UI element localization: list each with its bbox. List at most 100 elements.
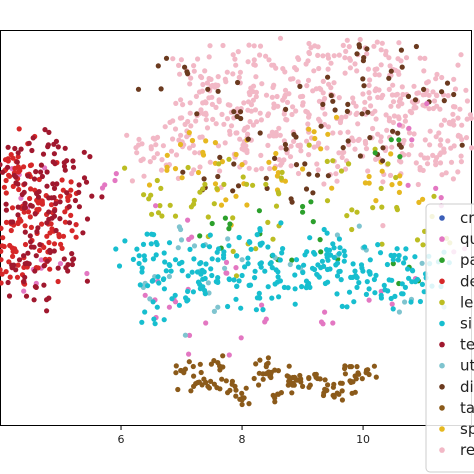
point-si-10	[390, 257, 396, 263]
point-si-5-3	[258, 260, 264, 266]
point-te-6-1	[87, 154, 93, 160]
point-re-6-12	[376, 72, 382, 78]
point-te-14-5	[32, 268, 38, 274]
point-re-30	[251, 43, 257, 49]
point-re-10	[439, 74, 445, 81]
point-re-28-8	[413, 160, 419, 166]
point-di-4-8	[356, 44, 363, 50]
point-di-2-7	[291, 131, 297, 138]
point-pa-4-0	[310, 219, 316, 225]
legend-marker-sp	[439, 426, 445, 432]
point-re-22-2	[193, 118, 199, 124]
point-re-22-9	[170, 136, 176, 142]
point-re-8-0	[383, 48, 389, 54]
point-re-2-11	[236, 74, 242, 80]
point-re-25-12	[297, 144, 303, 150]
point-si-12-8	[137, 282, 143, 288]
point-le-8-0	[158, 185, 164, 191]
point-si-18-6	[292, 301, 298, 307]
legend-label-le: le	[460, 293, 473, 311]
point-sp-6-1	[223, 197, 229, 203]
point-de-10-10	[39, 199, 45, 205]
point-de-8-4	[60, 233, 67, 239]
point-re-37-2	[411, 83, 417, 89]
point-te-0-2	[26, 140, 32, 146]
point-ta-17-0	[347, 378, 353, 384]
point-te-6-4	[70, 164, 77, 170]
point-te-13-2	[38, 169, 44, 175]
point-re-1-9	[195, 56, 201, 62]
point-re-23-2	[168, 148, 175, 154]
point-ta-1-1	[201, 376, 207, 382]
point-ta-2-3	[211, 381, 217, 387]
point-le-1-3	[191, 197, 197, 203]
point-te-9-5	[84, 216, 91, 222]
point-re-28-1	[439, 172, 445, 178]
point-si-12-3	[149, 278, 155, 284]
point-de-11-1	[6, 259, 12, 265]
point-re-29-7	[308, 45, 314, 51]
point-re-37-8	[368, 103, 374, 109]
point-si-17-5	[197, 286, 203, 292]
point-ut-5-2	[419, 260, 425, 266]
point-ta-16-6	[268, 369, 274, 375]
point-ta-1-5	[219, 376, 225, 382]
point-te-0	[15, 150, 21, 156]
point-te-8-1	[51, 151, 58, 157]
point-re-31-10	[417, 55, 423, 61]
point-re-25-10	[291, 138, 297, 144]
point-re-20-3	[406, 152, 412, 158]
point-ta-17-6	[347, 364, 353, 370]
point-si-24-2	[113, 246, 119, 252]
point-te-13-5	[46, 195, 52, 201]
point-ta-17-4	[342, 363, 348, 369]
point-si-0-8	[151, 232, 157, 238]
point-te-8-3	[62, 167, 68, 173]
point-re-28-9	[418, 152, 424, 158]
point-di-2-0	[297, 83, 303, 89]
point-si-13-6	[200, 276, 206, 282]
point-si-22-7	[324, 252, 330, 258]
point-re-30-0	[235, 49, 241, 55]
point-de-3-2	[22, 241, 29, 248]
point-qu-9-2	[320, 321, 326, 327]
point-sp-7-4	[366, 180, 372, 186]
point-di-1-0	[231, 109, 237, 115]
point-te-5-3	[22, 274, 28, 280]
point-re-32-10	[467, 112, 473, 118]
point-re-3-10	[282, 69, 288, 75]
point-re-14-0	[265, 111, 272, 117]
point-re-13-13	[286, 91, 292, 97]
point-di-3-8	[380, 145, 386, 151]
point-di-1-7	[234, 113, 240, 120]
point-re-30-5	[257, 52, 263, 58]
point-qu-7	[233, 265, 239, 271]
point-le-6-5	[379, 241, 385, 247]
point-si-15-6	[292, 286, 298, 292]
point-re-32-13	[450, 104, 457, 110]
point-de-5-9	[68, 179, 74, 185]
point-re-36-13	[316, 116, 322, 122]
point-de-8-1	[55, 278, 61, 285]
point-si-27-3	[384, 261, 390, 268]
point-si-4-6	[221, 252, 227, 258]
point-re-10-8	[395, 69, 401, 75]
point-di-2-1	[360, 76, 366, 82]
point-te-6-5	[62, 145, 68, 151]
point-si-10-7	[402, 255, 408, 261]
point-si-20-7	[142, 309, 148, 315]
point-re-37-7	[372, 108, 378, 114]
point-de-8-11	[69, 228, 75, 234]
point-re-0	[191, 63, 197, 69]
point-si-25-1	[236, 278, 242, 284]
point-ta-2-1	[223, 378, 229, 384]
point-di-7	[215, 173, 221, 180]
point-re-30-7	[220, 42, 226, 49]
point-si-26-8	[338, 277, 344, 283]
point-re-35-3	[201, 111, 207, 117]
point-qu-11	[396, 122, 402, 128]
point-pa-2-2	[317, 237, 323, 243]
point-si-12-4	[145, 283, 151, 289]
point-re-0-1	[176, 62, 182, 68]
point-te-11-3	[69, 261, 75, 268]
